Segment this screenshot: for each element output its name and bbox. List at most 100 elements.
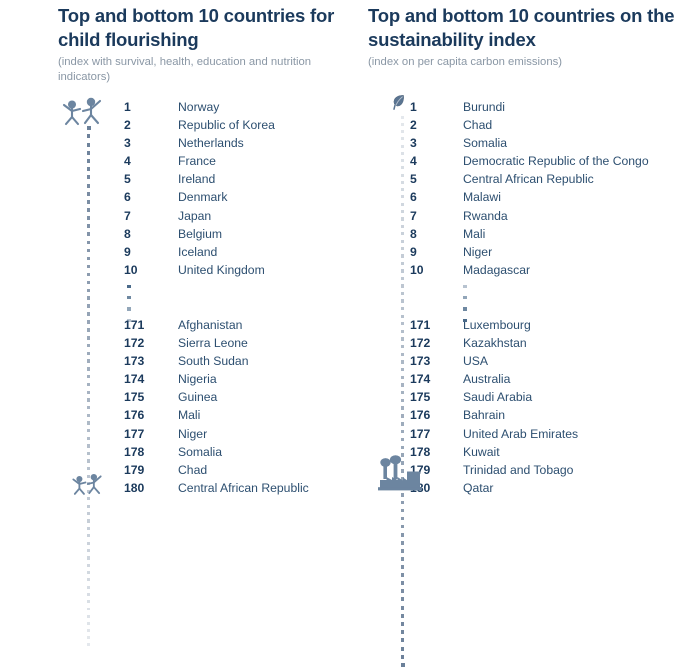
rank-number: 2 <box>410 118 417 133</box>
connector-dot <box>86 497 91 501</box>
connector-dot <box>400 239 405 243</box>
connector-dot <box>400 556 405 561</box>
connector-dot <box>400 500 405 505</box>
country-name: Trinidad and Tobago <box>463 462 574 477</box>
connector-dot <box>86 312 91 316</box>
country-name: Republic of Korea <box>178 118 275 133</box>
country-name: Australia <box>463 372 511 387</box>
connector-dot <box>400 269 405 273</box>
country-name: Niger <box>178 426 208 441</box>
ellipsis-dot <box>463 307 467 311</box>
rank-number: 6 <box>410 190 417 205</box>
connector-dot <box>86 549 91 553</box>
connector-dot <box>86 304 91 309</box>
country-name: Denmark <box>178 190 228 205</box>
connector-dot <box>87 621 90 625</box>
connector-dot <box>86 343 91 348</box>
rank-ellipsis-right <box>462 285 468 330</box>
connector-dot <box>86 142 91 147</box>
connector-dot <box>86 175 91 180</box>
country-name: Kazakhstan <box>463 336 527 351</box>
factory-emissions-icon <box>378 455 422 500</box>
connector-dot <box>401 180 404 184</box>
connector-dot <box>401 123 404 126</box>
connector-dot <box>400 291 405 296</box>
connector-dot <box>86 382 91 387</box>
connector-dot <box>401 137 404 141</box>
rank-number: 5 <box>410 172 417 187</box>
connector-dot <box>86 421 91 425</box>
country-name: Afghanistan <box>178 318 243 332</box>
rank-number: 9 <box>124 244 131 259</box>
country-name: Belgium <box>178 226 223 241</box>
connector-dot <box>400 232 405 236</box>
country-name: Sierra Leone <box>178 336 248 351</box>
country-name: Central African Republic <box>463 172 594 187</box>
connector-dot <box>400 581 405 586</box>
connector-dot <box>86 474 91 478</box>
connector-dot <box>86 413 91 417</box>
connector-dot <box>86 224 91 229</box>
connector-dot <box>86 150 91 155</box>
country-name: Saudi Arabia <box>463 390 533 405</box>
rank-number: 8 <box>410 226 417 241</box>
rank-number: 177 <box>124 426 145 441</box>
ellipsis-dot <box>463 318 467 322</box>
connector-dot <box>400 329 405 333</box>
rank-number: 179 <box>124 462 145 477</box>
country-name: Mali <box>463 226 486 241</box>
rank-number: 171 <box>124 318 145 332</box>
connector-dot <box>400 429 405 434</box>
country-name: Rwanda <box>463 208 508 223</box>
connector-dot <box>86 541 91 545</box>
rank-number: 6 <box>124 190 131 205</box>
panel-child-flourishing: Top and bottom 10 countries for child fl… <box>0 0 350 647</box>
country-name: South Sudan <box>178 354 249 369</box>
connector-dot <box>400 573 405 577</box>
connector-dot <box>86 272 91 277</box>
connector-dot <box>400 202 405 206</box>
rank-number: 3 <box>124 136 131 151</box>
connector-dot <box>87 607 90 611</box>
ellipsis-dot <box>127 296 131 300</box>
connector-dot <box>400 663 405 668</box>
connector-dot <box>86 367 91 371</box>
country-name: Chad <box>178 462 208 477</box>
connector-dot <box>400 398 405 403</box>
rank-number: 176 <box>124 408 145 423</box>
connector-dot <box>400 254 405 258</box>
connector-dot <box>86 264 91 269</box>
connector-dot <box>87 578 90 582</box>
connector-dot <box>86 256 91 261</box>
country-name: Ireland <box>178 172 216 187</box>
connector-dot <box>87 614 90 618</box>
connector-dot <box>400 383 405 387</box>
connector-dot <box>400 630 405 635</box>
connector-dot <box>400 352 405 356</box>
rank-number: 177 <box>410 426 431 441</box>
rank-number: 9 <box>410 244 417 259</box>
connector-dot <box>400 524 405 529</box>
connector-dot <box>86 519 91 523</box>
country-name: Kuwait <box>463 444 500 459</box>
rank-number: 172 <box>410 336 431 351</box>
rank-number: 174 <box>410 372 431 387</box>
connector-dot <box>400 548 405 553</box>
children-playing-icon <box>68 472 106 501</box>
rank-number: 10 <box>410 262 424 277</box>
rank-number: 174 <box>124 372 145 387</box>
connector-dot <box>86 216 91 221</box>
connector-dot <box>400 217 405 221</box>
rank-number: 173 <box>410 354 431 369</box>
country-name: Luxembourg <box>463 318 531 332</box>
country-name: Norway <box>178 100 220 114</box>
connector-dot <box>87 600 90 604</box>
rank-number: 4 <box>124 154 131 169</box>
connector-dot <box>400 422 405 426</box>
connector-dot <box>401 144 404 148</box>
ellipsis-dot <box>127 318 131 322</box>
country-name: Iceland <box>178 244 218 259</box>
dotted-connector-right <box>400 116 405 671</box>
connector-dot <box>400 210 405 214</box>
country-name: Madagascar <box>463 262 531 277</box>
